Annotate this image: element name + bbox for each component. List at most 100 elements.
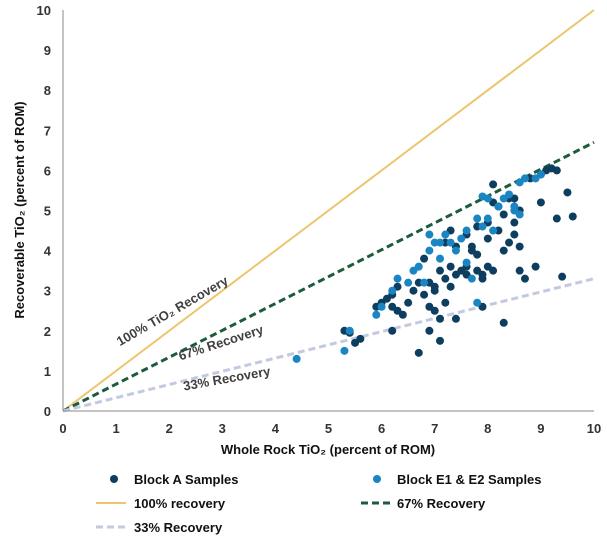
axes (62, 10, 594, 412)
point-s1-27 (483, 214, 492, 223)
point-s1-39 (467, 274, 476, 283)
x-tick-2: 2 (166, 421, 173, 436)
point-s0-75 (425, 326, 434, 335)
point-s0-16 (420, 254, 429, 263)
y-tick-1: 1 (44, 364, 51, 379)
reference-line-3 (62, 140, 595, 413)
point-s1-21 (462, 226, 471, 235)
point-s0-54 (510, 230, 519, 239)
point-s0-50 (499, 246, 508, 255)
point-s1-20 (462, 258, 471, 267)
reference-line-4 (62, 277, 595, 413)
point-s1-0 (292, 354, 301, 363)
point-s1-33 (510, 202, 519, 211)
point-s0-46 (489, 180, 498, 189)
point-s1-17 (446, 238, 455, 247)
point-s1-1 (340, 346, 349, 355)
x-tick-0: 0 (59, 421, 66, 436)
x-tick-6: 6 (378, 421, 385, 436)
y-tick-8: 8 (44, 83, 51, 98)
x-axis-title: Whole Rock TiO₂ (percent of ROM) (221, 442, 435, 457)
point-s1-31 (505, 190, 514, 199)
point-s1-9 (414, 262, 423, 271)
point-s1-28 (489, 226, 498, 235)
point-s0-28 (446, 262, 455, 271)
x-tick-10: 10 (587, 421, 601, 436)
point-s0-62 (536, 198, 545, 207)
y-tick-3: 3 (44, 284, 51, 299)
point-s1-16 (441, 230, 450, 239)
point-s0-43 (483, 234, 492, 243)
point-s0-11 (404, 298, 413, 307)
point-s1-11 (425, 246, 434, 255)
y-axis-title: Recoverable TiO₂ (percent of ROM) (12, 101, 27, 318)
data-points (292, 164, 577, 363)
point-s0-27 (446, 282, 455, 291)
point-s1-36 (520, 174, 529, 183)
point-s0-61 (531, 262, 540, 271)
reference-line-2 (62, 9, 595, 412)
point-s1-23 (473, 298, 482, 307)
y-tick-9: 9 (44, 43, 51, 58)
point-s1-10 (420, 278, 429, 287)
point-s0-44 (489, 266, 498, 275)
annotation-2: 33% Recovery (182, 363, 272, 393)
point-s1-22 (473, 214, 482, 223)
point-s0-30 (451, 314, 460, 323)
point-s1-4 (377, 302, 386, 311)
legend-marker-block-e (373, 475, 381, 483)
point-s1-2 (345, 326, 354, 335)
point-s0-52 (505, 238, 514, 247)
point-s1-38 (536, 170, 545, 179)
point-s0-58 (515, 242, 524, 251)
legend-marker-block-a (110, 475, 118, 483)
y-tick-4: 4 (44, 244, 52, 259)
x-tick-1: 1 (112, 421, 119, 436)
reference-lines (62, 9, 595, 413)
legend-label-33: 33% Recovery (134, 520, 223, 535)
y-tick-2: 2 (44, 324, 51, 339)
y-tick-5: 5 (44, 204, 51, 219)
point-s1-34 (515, 210, 524, 219)
legend-label-67: 67% Recovery (397, 496, 486, 511)
annotation-1: 67% Recovery (177, 322, 266, 364)
point-s0-8 (388, 326, 397, 335)
legend-label-block-e: Block E1 & E2 Samples (397, 472, 542, 487)
point-s1-24 (478, 222, 487, 231)
point-s1-15 (436, 238, 445, 247)
point-s1-19 (457, 234, 466, 243)
point-s1-7 (404, 278, 413, 287)
x-tick-8: 8 (484, 421, 491, 436)
x-tick-labels: 0 1 2 3 4 5 6 7 8 9 10 (59, 421, 601, 436)
point-s0-66 (552, 214, 561, 223)
point-s0-15 (420, 290, 429, 299)
point-s0-2 (356, 334, 365, 343)
legend-label-100: 100% recovery (134, 496, 226, 511)
point-s0-68 (558, 272, 567, 281)
point-s0-41 (478, 270, 487, 279)
point-s0-20 (430, 282, 439, 291)
point-s0-25 (441, 274, 450, 283)
y-tick-0: 0 (44, 404, 51, 419)
y-tick-labels: 0 1 2 3 4 5 6 7 8 9 10 (37, 3, 52, 419)
point-s0-21 (436, 314, 445, 323)
point-s0-59 (520, 274, 529, 283)
point-s1-6 (393, 274, 402, 283)
point-s0-13 (414, 348, 423, 357)
point-s0-78 (473, 250, 482, 259)
legend: Block A Samples Block E1 & E2 Samples 10… (96, 472, 542, 535)
legend-label-block-a: Block A Samples (134, 472, 239, 487)
y-tick-6: 6 (44, 163, 51, 178)
x-tick-9: 9 (537, 421, 544, 436)
x-tick-3: 3 (219, 421, 226, 436)
y-tick-10: 10 (37, 3, 51, 18)
point-s1-5 (388, 286, 397, 295)
point-s0-36 (467, 242, 476, 251)
y-tick-7: 7 (44, 123, 51, 138)
point-s0-10 (398, 310, 407, 319)
point-s0-57 (515, 266, 524, 275)
point-s0-73 (430, 306, 439, 315)
point-s0-22 (436, 336, 445, 345)
